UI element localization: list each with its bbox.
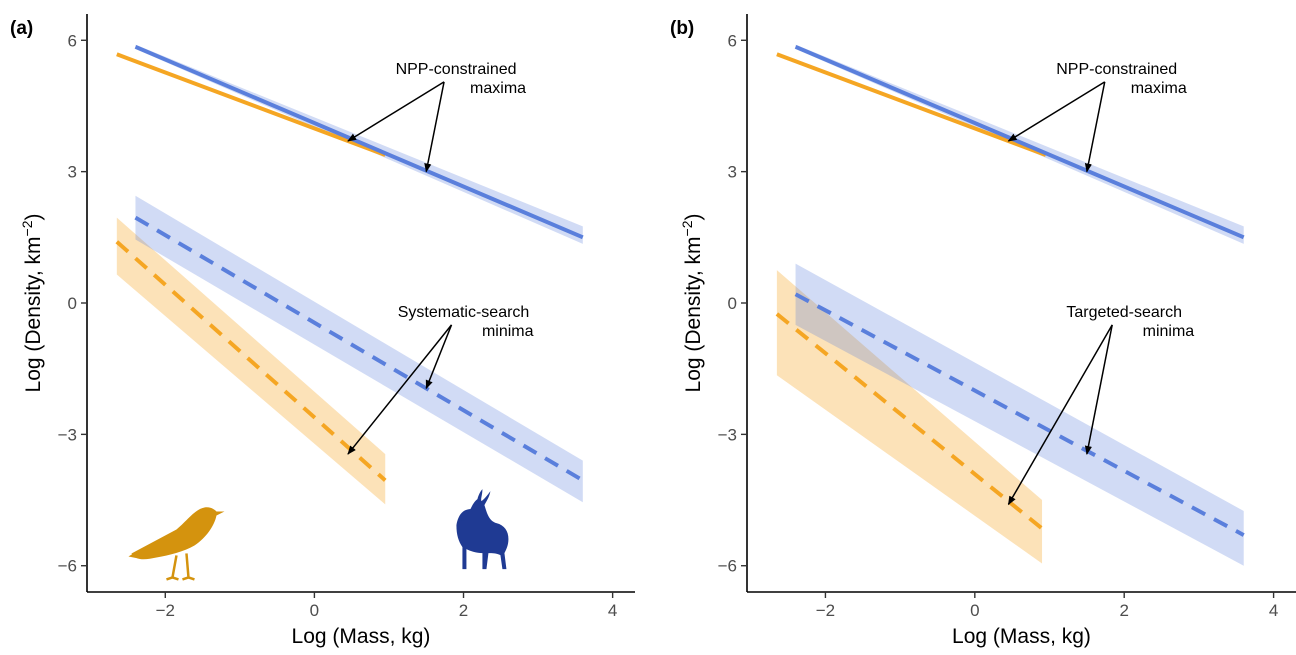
x-axis-title: Log (Mass, kg): [952, 625, 1091, 648]
bird-maxima-line: [116, 52, 386, 157]
annotation-label: NPP-constrained maxima: [396, 61, 527, 97]
y-tick-label: 3: [68, 163, 77, 182]
annotation-arrow: [1084, 81, 1106, 173]
y-tick-label: 0: [68, 294, 77, 313]
x-tick-label: 4: [1269, 601, 1278, 620]
panel-label: (a): [10, 18, 33, 39]
annotation-arrow: [425, 324, 453, 390]
annotation-label: NPP-constrained maxima: [1056, 61, 1187, 97]
x-tick-label: 4: [608, 601, 617, 620]
bird-minima-confidence-band: [776, 270, 1043, 564]
bird-silhouette-icon: [128, 507, 225, 581]
mammal-maxima-line: [134, 45, 584, 240]
panel-label: (b): [670, 18, 694, 39]
y-tick-label: −6: [718, 557, 737, 576]
mammal-minima-line: [134, 215, 584, 483]
antelope-silhouette-icon: [456, 489, 509, 570]
y-tick-label: 3: [728, 163, 737, 182]
x-tick-label: −2: [816, 601, 835, 620]
panel-b: −2 0 2 4 −6 −3 0 3 6 Log (Mass, kg) Log (Density, …: [670, 14, 1296, 648]
bird-maxima-line: [776, 52, 1047, 157]
x-tick-label: 2: [459, 601, 468, 620]
annotation-arrow: [424, 81, 445, 173]
annotation-arrow: [1007, 324, 1113, 506]
bird-minima-line: [775, 312, 1044, 531]
y-axis-title: Log (Density, km−2): [679, 214, 705, 393]
annotation-arrow: [347, 324, 453, 455]
mammal-minima-line: [794, 292, 1245, 537]
y-axis-title: Log (Density, km−2): [19, 214, 45, 393]
y-tick-label: −3: [718, 425, 737, 444]
x-tick-label: 2: [1119, 601, 1128, 620]
x-tick-label: 0: [310, 601, 319, 620]
x-tick-label: −2: [156, 601, 175, 620]
y-tick-label: 6: [728, 31, 737, 50]
annotation-label: Targeted-search minima: [1066, 304, 1194, 340]
y-tick-label: −6: [58, 557, 77, 576]
panel-a: −2 0 2 4 −6 −3 0 3 6 Log (Mass, kg) Log (Density, …: [10, 14, 635, 648]
annotation-label: Systematic-search minima: [398, 304, 534, 340]
bird-minima-line: [115, 240, 387, 482]
annotation-arrow: [1007, 81, 1106, 142]
y-tick-label: −3: [58, 425, 77, 444]
y-tick-label: 6: [68, 31, 77, 50]
x-tick-label: 0: [970, 601, 979, 620]
x-axis-title: Log (Mass, kg): [292, 625, 431, 648]
annotation-arrow: [347, 81, 445, 142]
y-tick-label: 0: [728, 294, 737, 313]
annotation-arrow: [1084, 324, 1113, 455]
mammal-maxima-line: [794, 45, 1245, 240]
